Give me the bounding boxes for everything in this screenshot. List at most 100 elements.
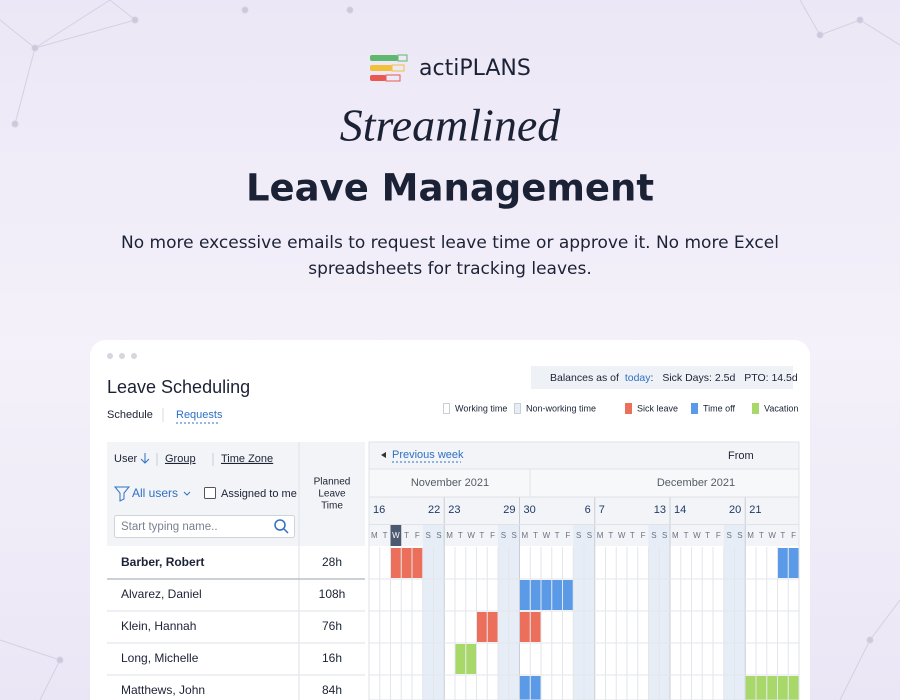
day-letter: F xyxy=(565,531,570,540)
checkbox[interactable] xyxy=(204,487,216,499)
leave-cell[interactable] xyxy=(466,644,476,674)
user-name[interactable]: Alvarez, Daniel xyxy=(121,587,202,601)
legend-swatch xyxy=(752,403,759,414)
legend-swatch xyxy=(443,403,450,414)
column-user[interactable]: User xyxy=(114,453,138,465)
filter-icon[interactable] xyxy=(113,486,131,502)
pto: PTO: 14.5d xyxy=(744,372,798,384)
search-input[interactable] xyxy=(114,515,295,538)
user-name[interactable]: Barber, Robert xyxy=(121,555,204,569)
leave-cell[interactable] xyxy=(520,580,530,610)
user-name[interactable]: Klein, Hannah xyxy=(121,619,196,633)
day-letter: T xyxy=(630,531,635,540)
week-end: 29 xyxy=(503,504,515,516)
day-letter: M xyxy=(522,531,529,540)
window-dots xyxy=(107,353,137,359)
day-letter: T xyxy=(533,531,538,540)
leave-cell[interactable] xyxy=(541,580,552,610)
logo-icon xyxy=(370,54,408,82)
legend-label: Time off xyxy=(703,403,736,413)
leave-cell[interactable] xyxy=(530,612,541,642)
user-name[interactable]: Matthews, John xyxy=(121,683,205,697)
day-letter: S xyxy=(576,531,581,540)
tab[interactable]: Schedule xyxy=(107,409,153,421)
balances-label: Balances as of xyxy=(550,372,619,384)
leave-cell[interactable] xyxy=(563,580,573,610)
leave-cell[interactable] xyxy=(401,548,412,578)
filter[interactable]: All users xyxy=(132,486,178,500)
planned-time: 108h xyxy=(319,587,346,601)
day-letter: S xyxy=(662,531,667,540)
hero-text: No more excessive emails to request leav… xyxy=(121,233,779,253)
leave-cell[interactable] xyxy=(778,548,788,578)
assigned-label[interactable]: Assigned to me xyxy=(221,488,297,500)
search-placeholder: Start typing name.. xyxy=(121,521,218,533)
legend-label: Sick leave xyxy=(637,403,678,413)
leave-cell[interactable] xyxy=(767,676,777,700)
leave-cell[interactable] xyxy=(530,580,541,610)
user-name[interactable]: Long, Michelle xyxy=(121,651,199,665)
day-letter: T xyxy=(458,531,463,540)
day-letter: M xyxy=(747,531,754,540)
week-start: 30 xyxy=(524,504,536,516)
leave-cell[interactable] xyxy=(412,548,423,578)
planned-header: Planned xyxy=(314,477,351,488)
day-letter: W xyxy=(618,531,626,540)
day-letter: F xyxy=(641,531,646,540)
sort-icon[interactable] xyxy=(140,453,150,464)
column-timezone[interactable]: Time Zone xyxy=(221,453,273,465)
brand: actiPLANS xyxy=(419,56,531,81)
month: November 2021 xyxy=(411,477,489,489)
weekend-column xyxy=(433,525,445,700)
leave-cell[interactable] xyxy=(756,676,767,700)
weekend-column xyxy=(734,525,746,700)
leave-cell[interactable] xyxy=(487,612,498,642)
week-start: 14 xyxy=(674,504,686,516)
legend-label: Vacation xyxy=(764,403,798,413)
month: December 2021 xyxy=(657,477,735,489)
leave-cell[interactable] xyxy=(788,676,799,700)
leave-cell[interactable] xyxy=(455,644,466,674)
day-letter: S xyxy=(651,531,656,540)
prev-week[interactable]: Previous week xyxy=(392,449,464,461)
leave-cell[interactable] xyxy=(778,676,788,700)
day-letter: T xyxy=(705,531,710,540)
tab[interactable]: Requests xyxy=(176,409,223,421)
prev-icon[interactable] xyxy=(381,452,386,458)
hero-title: Leave Management xyxy=(246,167,654,210)
week-end: 20 xyxy=(729,504,741,516)
column-group[interactable]: Group xyxy=(165,453,196,465)
day-letter: T xyxy=(608,531,613,540)
leave-cell[interactable] xyxy=(477,612,487,642)
search-icon[interactable] xyxy=(274,519,286,531)
leave-cell[interactable] xyxy=(520,612,530,642)
weekend-column xyxy=(573,525,584,700)
day-letter: S xyxy=(737,531,742,540)
weekend-column xyxy=(584,525,595,700)
day-letter: S xyxy=(436,531,441,540)
today-column xyxy=(390,525,402,546)
day-letter: T xyxy=(759,531,764,540)
day-letter: M xyxy=(446,531,453,540)
balances: Balances as of today: Sick Days: 2.5d PT… xyxy=(550,372,798,384)
leave-cell[interactable] xyxy=(788,548,799,578)
calendar-frame xyxy=(368,441,800,700)
dropdown-icon[interactable] xyxy=(183,491,191,496)
day-letter: S xyxy=(726,531,731,540)
leave-cell[interactable] xyxy=(391,548,401,578)
balances-box xyxy=(531,366,793,389)
day-letter: S xyxy=(511,531,516,540)
leave-cell[interactable] xyxy=(552,580,562,610)
leave-cell[interactable] xyxy=(520,676,530,700)
day-letter: M xyxy=(371,531,378,540)
day-letter: M xyxy=(672,531,679,540)
balances-link[interactable]: today xyxy=(625,372,651,384)
leave-cell[interactable] xyxy=(530,676,541,700)
weekend-column xyxy=(648,525,660,700)
planned-header: Time xyxy=(321,501,343,512)
day-letter: W xyxy=(768,531,776,540)
week-end: 13 xyxy=(654,504,666,516)
leave-cell[interactable] xyxy=(745,676,756,700)
